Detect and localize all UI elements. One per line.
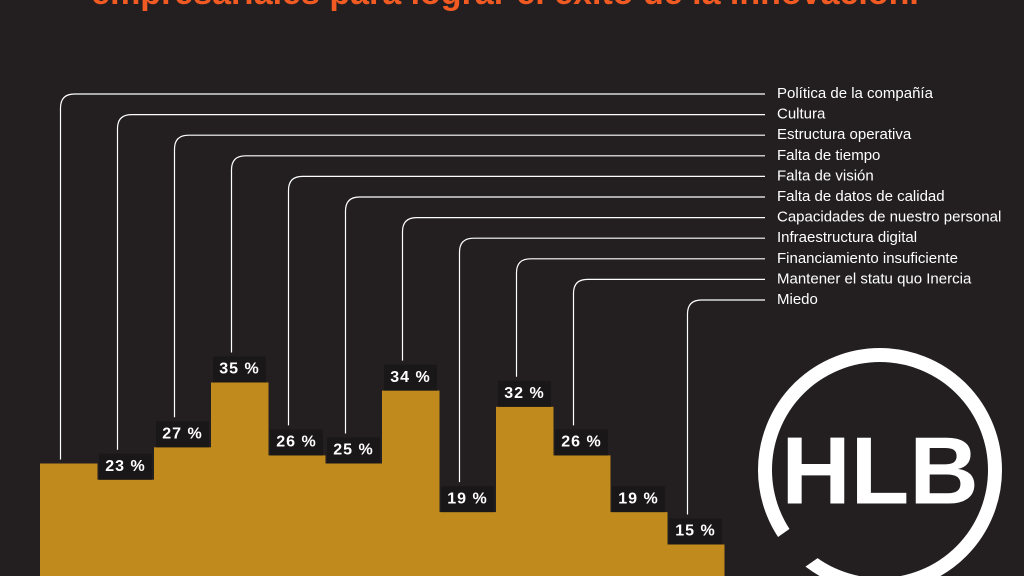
value-label-bg: [612, 486, 665, 513]
category-label: Miedo: [777, 291, 818, 308]
value-label-bg: [441, 486, 494, 513]
value-label-bg: [270, 429, 323, 456]
category-label: Infraestructura digital: [777, 229, 917, 246]
leader-line: [572, 278, 765, 426]
category-label: Capacidades de nuestro personal: [777, 209, 1001, 226]
bar: [439, 512, 497, 576]
leader-line: [59, 93, 765, 460]
value-label-bg: [156, 421, 209, 448]
chart-title: empresariales para lograr el éxito de la…: [91, 0, 919, 12]
value-label-bg: [498, 380, 551, 407]
bar: [667, 544, 725, 576]
bar: [268, 455, 326, 576]
bar: [154, 447, 212, 576]
value-label: 19 %: [447, 490, 487, 507]
value-label: 35 %: [219, 361, 259, 378]
value-label: 26 %: [561, 434, 601, 451]
category-label: Política de la compañía: [777, 85, 934, 102]
category-label: Financiamiento insuficiente: [777, 250, 958, 267]
value-label: 15 %: [675, 523, 715, 540]
value-label: 23 %: [105, 458, 145, 475]
value-label: 19 %: [618, 490, 658, 507]
category-label: Estructura operativa: [777, 126, 912, 143]
category-label: Mantener el statu quo Inercia: [777, 270, 972, 287]
category-label: Falta de visión: [777, 167, 874, 184]
value-label-bg: [99, 453, 152, 480]
leader-line: [344, 196, 765, 434]
leader-line: [287, 175, 765, 426]
bar: [610, 512, 668, 576]
bar: [97, 479, 155, 576]
category-label: Cultura: [777, 106, 826, 123]
bar: [40, 463, 98, 576]
leader-line: [458, 237, 765, 483]
bar: [496, 406, 554, 576]
leader-line: [173, 134, 765, 418]
leader-line: [401, 217, 765, 361]
logo-ring: [758, 348, 1002, 576]
leader-line: [515, 258, 765, 377]
value-label: 26 %: [276, 434, 316, 451]
leader-line: [230, 155, 765, 353]
bar: [382, 390, 440, 576]
logo-gap: [735, 520, 825, 576]
leader-line: [686, 299, 765, 515]
value-label-bg: [384, 364, 437, 391]
value-label-bg: [213, 356, 266, 383]
leader-line: [116, 114, 765, 450]
value-label: 32 %: [504, 385, 544, 402]
bar: [553, 455, 611, 576]
category-label: Falta de tiempo: [777, 147, 880, 164]
value-label: 27 %: [162, 426, 202, 443]
category-label: Falta de datos de calidad: [777, 188, 945, 205]
value-label: 25 %: [333, 442, 373, 459]
bar: [211, 382, 269, 576]
value-label-bg: [555, 429, 608, 456]
value-label-bg: [669, 518, 722, 545]
value-label-bg: [327, 437, 380, 464]
logo-text: HLB: [781, 417, 978, 524]
bar: [325, 463, 383, 576]
value-label: 34 %: [390, 369, 430, 386]
